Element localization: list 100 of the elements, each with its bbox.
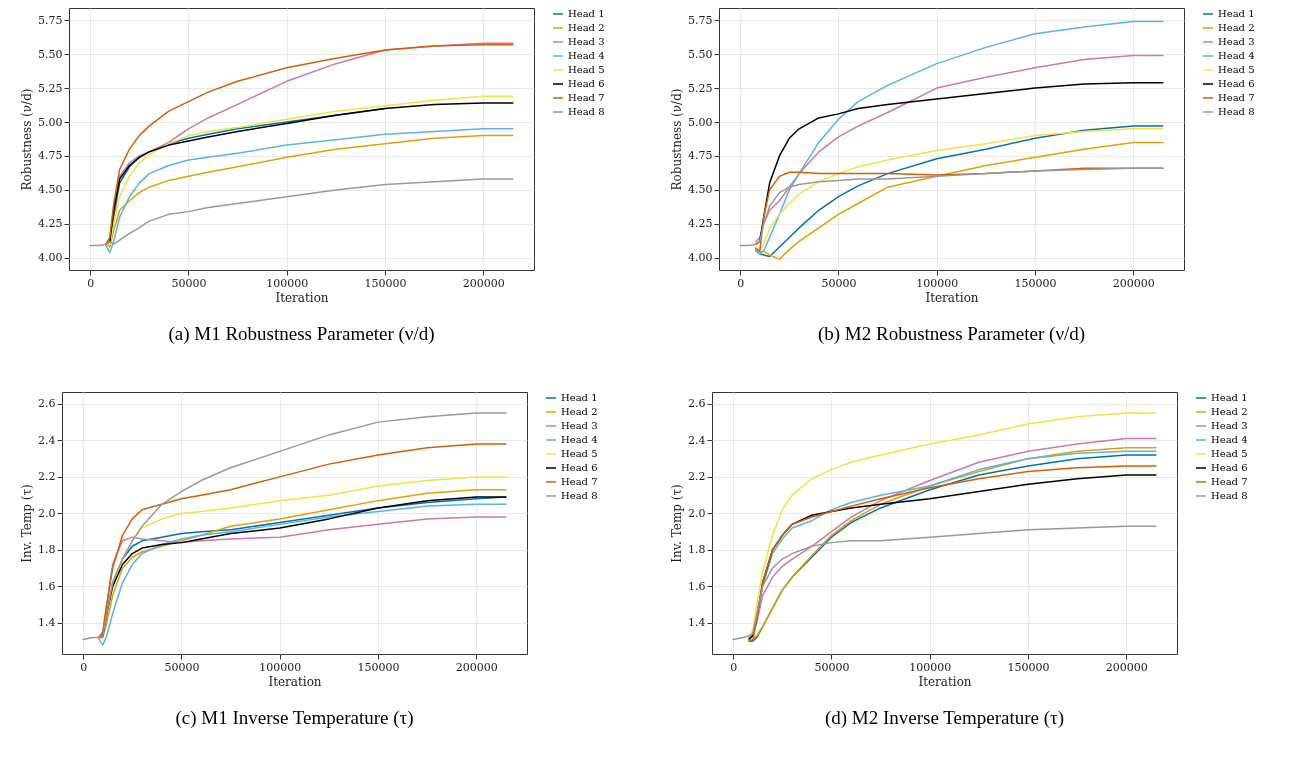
x-axis-title: Iteration xyxy=(275,290,329,305)
y-tick-label: 5.50 xyxy=(688,47,713,61)
y-tick-label: 2.0 xyxy=(38,506,56,520)
legend-label: Head 4 xyxy=(568,50,605,61)
legend-label: Head 7 xyxy=(568,92,605,103)
legend-label: Head 7 xyxy=(1218,92,1255,103)
legend-label: Head 1 xyxy=(1211,392,1248,403)
x-tick-label: 0 xyxy=(730,660,738,674)
x-tick-label: 200000 xyxy=(1112,276,1155,290)
y-tick-label: 2.6 xyxy=(38,397,56,411)
y-tick-label: 1.8 xyxy=(688,543,706,557)
legend-label: Head 5 xyxy=(568,64,605,75)
legend-label: Head 5 xyxy=(561,448,598,459)
line-series xyxy=(732,525,1157,641)
y-tick-label: 5.75 xyxy=(688,13,713,27)
x-axis-title: Iteration xyxy=(918,674,972,689)
y-tick-label: 2.4 xyxy=(688,433,706,447)
x-tick-label: 100000 xyxy=(909,660,952,674)
x-tick-label: 150000 xyxy=(1014,276,1057,290)
x-axis-title: Iteration xyxy=(925,290,979,305)
legend-label: Head 1 xyxy=(561,392,598,403)
y-tick-label: 5.00 xyxy=(688,115,713,129)
y-tick-label: 5.25 xyxy=(688,81,713,95)
y-tick-label: 5.50 xyxy=(38,47,63,61)
text: (d) M2 Inverse Temperature (τ) xyxy=(824,707,1065,729)
y-tick-label: 1.6 xyxy=(38,579,56,593)
y-axis-title: Robustness (ν/d) xyxy=(20,88,35,191)
y-axis-title: Robustness (ν/d) xyxy=(670,88,685,191)
legend-label: Head 3 xyxy=(561,420,598,431)
x-tick-label: 200000 xyxy=(455,660,498,674)
legend-label: Head 6 xyxy=(1211,462,1248,473)
text: (a) M1 Robustness Parameter (ν/d) xyxy=(168,323,435,345)
line-series xyxy=(89,178,514,247)
legend-label: Head 5 xyxy=(1218,64,1255,75)
legend-label: Head 8 xyxy=(1211,490,1248,501)
x-tick-label: 0 xyxy=(87,276,95,290)
legend-label: Head 3 xyxy=(1218,36,1255,47)
line-series xyxy=(755,20,1164,255)
y-tick-label: 4.75 xyxy=(38,149,63,163)
y-tick-label: 1.4 xyxy=(688,616,706,630)
x-axis-title: Iteration xyxy=(268,674,322,689)
y-axis-title: Inv. Temp (τ) xyxy=(20,484,35,563)
x-tick-label: 100000 xyxy=(266,276,309,290)
legend-label: Head 1 xyxy=(568,8,605,19)
y-tick-label: 4.50 xyxy=(38,183,63,197)
legend-label: Head 4 xyxy=(1218,50,1255,61)
line-series xyxy=(98,443,507,639)
line-series xyxy=(105,43,514,245)
legend-label: Head 2 xyxy=(561,406,598,417)
y-tick-label: 2.4 xyxy=(38,433,56,447)
y-tick-label: 2.0 xyxy=(688,506,706,520)
legend-label: Head 3 xyxy=(568,36,605,47)
x-tick-label: 0 xyxy=(80,660,88,674)
legend-label: Head 6 xyxy=(1218,78,1255,89)
y-tick-label: 2.2 xyxy=(688,470,706,484)
x-tick-label: 50000 xyxy=(164,660,200,674)
x-tick-label: 200000 xyxy=(1105,660,1148,674)
x-tick-label: 0 xyxy=(737,276,745,290)
line-series xyxy=(755,54,1164,243)
text: (c) M1 Inverse Temperature (τ) xyxy=(175,707,414,729)
y-tick-label: 4.50 xyxy=(688,183,713,197)
legend-label: Head 4 xyxy=(561,434,598,445)
legend-label: Head 7 xyxy=(561,476,598,487)
legend-label: Head 6 xyxy=(561,462,598,473)
x-tick-label: 50000 xyxy=(821,276,857,290)
legend-label: Head 8 xyxy=(561,490,598,501)
x-tick-label: 100000 xyxy=(916,276,959,290)
legend-label: Head 2 xyxy=(568,22,605,33)
legend-label: Head 2 xyxy=(1211,406,1248,417)
legend-label: Head 3 xyxy=(1211,420,1248,431)
legend-label: Head 8 xyxy=(1218,106,1255,117)
legend-label: Head 6 xyxy=(568,78,605,89)
legend-label: Head 5 xyxy=(1211,448,1248,459)
y-tick-label: 4.00 xyxy=(38,251,63,265)
x-tick-label: 50000 xyxy=(814,660,850,674)
legend-label: Head 7 xyxy=(1211,476,1248,487)
y-tick-label: 4.25 xyxy=(38,217,63,231)
text: (b) M2 Robustness Parameter (ν/d) xyxy=(817,323,1086,345)
legend-label: Head 2 xyxy=(1218,22,1255,33)
y-tick-label: 1.8 xyxy=(38,543,56,557)
y-tick-label: 1.6 xyxy=(688,579,706,593)
x-tick-label: 150000 xyxy=(364,276,407,290)
y-tick-label: 2.2 xyxy=(38,470,56,484)
y-tick-label: 1.4 xyxy=(38,616,56,630)
x-tick-label: 50000 xyxy=(171,276,207,290)
x-tick-label: 150000 xyxy=(1007,660,1050,674)
y-tick-label: 5.25 xyxy=(38,81,63,95)
legend-label: Head 1 xyxy=(1218,8,1255,19)
y-tick-label: 5.75 xyxy=(38,13,63,27)
line-series xyxy=(82,412,507,641)
y-tick-label: 4.75 xyxy=(688,149,713,163)
y-tick-label: 5.00 xyxy=(38,115,63,129)
x-tick-label: 200000 xyxy=(462,276,505,290)
legend-label: Head 8 xyxy=(568,106,605,117)
legend-label: Head 4 xyxy=(1211,434,1248,445)
y-tick-label: 4.00 xyxy=(688,251,713,265)
x-tick-label: 150000 xyxy=(357,660,400,674)
x-tick-label: 100000 xyxy=(259,660,302,674)
y-axis-title: Inv. Temp (τ) xyxy=(670,484,685,563)
y-tick-label: 4.25 xyxy=(688,217,713,231)
